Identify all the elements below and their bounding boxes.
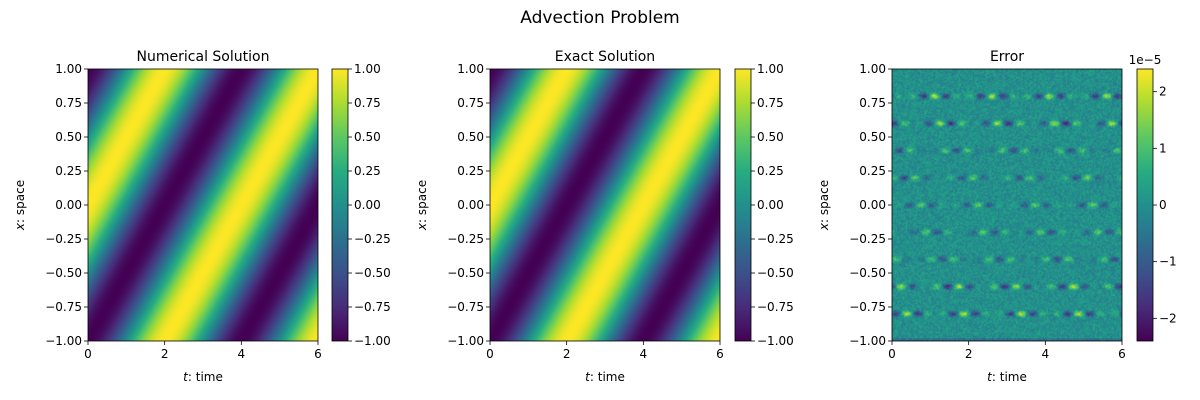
y-tick-label: 0.75 — [457, 96, 484, 110]
x-tick-label: 2 — [563, 347, 571, 361]
y-tick-label: 0.00 — [859, 198, 886, 212]
colorbar-tick-label: −0.50 — [354, 266, 391, 280]
colorbar-tick-label: 0.00 — [354, 198, 381, 212]
colorbar-tick-label: 1.00 — [354, 62, 381, 76]
figure-suptitle: Advection Problem — [520, 8, 679, 28]
colorbar-gradient — [1137, 69, 1153, 341]
colorbar-tick-label: −1 — [1159, 255, 1177, 269]
colorbar-tick-label: −0.25 — [354, 232, 391, 246]
colorbar-tick-label: 0.75 — [757, 96, 784, 110]
y-tick-label: 0.75 — [859, 96, 886, 110]
colorbar-tick-label: 0.00 — [757, 198, 784, 212]
colorbar-tick-label: −0.25 — [757, 232, 794, 246]
y-axis-text: : space — [817, 180, 831, 223]
colorbar-tick-label: 0.50 — [354, 130, 381, 144]
colorbar-tick-label: 0.50 — [757, 130, 784, 144]
colorbar-tick-label: −2 — [1159, 311, 1177, 325]
y-tick-label: −0.50 — [849, 266, 886, 280]
y-tick-label: 1.00 — [859, 62, 886, 76]
y-tick-label: −0.50 — [45, 266, 82, 280]
colorbar-tick-label: 0.25 — [757, 164, 784, 178]
y-tick-label: −1.00 — [447, 334, 484, 348]
y-tick-label: −1.00 — [849, 334, 886, 348]
y-axis-var: x — [13, 222, 27, 231]
y-axis-text: : space — [415, 180, 429, 223]
y-tick-label: 1.00 — [55, 62, 82, 76]
x-tick-label: 4 — [238, 347, 246, 361]
x-axis-var: t — [183, 370, 189, 384]
x-tick-label: 2 — [965, 347, 973, 361]
x-tick-label: 0 — [486, 347, 494, 361]
colorbar-tick-label: 1 — [1159, 141, 1167, 155]
x-axis-label: t: time — [585, 370, 625, 384]
colorbar-tick-label: −0.75 — [354, 300, 391, 314]
x-tick-label: 4 — [640, 347, 648, 361]
panel-title: Error — [990, 49, 1024, 65]
y-tick-label: 0.50 — [859, 130, 886, 144]
colorbar-tick-label: 0.25 — [354, 164, 381, 178]
colorbar-gradient — [735, 69, 751, 341]
y-tick-label: −0.75 — [849, 300, 886, 314]
colorbar: −1.00 −0.75 −0.50 −0.25 0.00 0.25 0.50 0.75 1.00 — [734, 62, 794, 348]
y-axis-label: x: space — [415, 180, 429, 231]
y-axis-text: : space — [13, 180, 27, 223]
y-axis-var: x — [415, 222, 429, 231]
x-tick-label: 0 — [888, 347, 896, 361]
colorbar: −2 −1 0 1 2 1e−5 — [1129, 53, 1177, 342]
colorbar-tick-label: 0.75 — [354, 96, 381, 110]
x-axis-text: : time — [992, 370, 1027, 384]
y-axis-label: x: space — [817, 180, 831, 231]
x-axis-var: t — [585, 370, 591, 384]
y-tick-label: 0.25 — [457, 164, 484, 178]
y-tick-label: −0.50 — [447, 266, 484, 280]
x-tick-label: 0 — [84, 347, 92, 361]
colorbar-tick-label: −1.00 — [757, 334, 794, 348]
y-tick-label: 0.50 — [457, 130, 484, 144]
panel-title: Numerical Solution — [137, 49, 270, 65]
panel-title: Exact Solution — [555, 49, 655, 65]
y-axis-var: x — [817, 222, 831, 231]
y-axis-label: x: space — [13, 180, 27, 231]
x-tick-label: 6 — [314, 347, 322, 361]
y-tick-label: 1.00 — [457, 62, 484, 76]
x-axis-label: t: time — [987, 370, 1027, 384]
y-tick-label: −1.00 — [45, 334, 82, 348]
y-tick-label: −0.25 — [447, 232, 484, 246]
colorbar-tick-label: 0 — [1159, 198, 1167, 212]
y-tick-label: 0.25 — [55, 164, 82, 178]
x-tick-label: 6 — [716, 347, 724, 361]
colorbar-tick-label: −0.50 — [757, 266, 794, 280]
y-tick-label: 0.50 — [55, 130, 82, 144]
colorbar-tick-label: −1.00 — [354, 334, 391, 348]
y-tick-label: −0.75 — [447, 300, 484, 314]
colorbar-offset-text: 1e−5 — [1129, 53, 1162, 67]
x-axis-var: t — [987, 370, 993, 384]
y-tick-label: 0.00 — [55, 198, 82, 212]
heatmap-image — [88, 69, 318, 341]
colorbar-tick-label: 1.00 — [757, 62, 784, 76]
x-tick-label: 6 — [1118, 347, 1126, 361]
y-tick-label: 0.25 — [859, 164, 886, 178]
y-tick-label: −0.75 — [45, 300, 82, 314]
x-axis-text: : time — [188, 370, 223, 384]
y-tick-label: −0.25 — [45, 232, 82, 246]
y-tick-label: −0.25 — [849, 232, 886, 246]
y-tick-label: 0.75 — [55, 96, 82, 110]
x-axis-label: t: time — [183, 370, 223, 384]
y-tick-label: 0.00 — [457, 198, 484, 212]
panel-2: Exact Solution 0 2 4 6 −1.00 −0.75 −0.50 −0.25 0.… — [415, 49, 794, 384]
colorbar: −1.00 −0.75 −0.50 −0.25 0.00 0.25 0.50 0.75 1.00 — [331, 62, 391, 348]
panel-3: Error 0 2 4 6 −1.00 −0.75 −0.50 −0.25 0.00 0.25 0.5… — [817, 49, 1177, 384]
panel-1: Numerical Solution 0 2 4 6 −1.00 −0.75 −0.50 −0.… — [13, 49, 391, 384]
heatmap-image — [892, 69, 1122, 341]
heatmap-image — [490, 69, 720, 341]
colorbar-gradient — [332, 69, 348, 341]
colorbar-tick-label: 2 — [1159, 85, 1167, 99]
x-axis-text: : time — [590, 370, 625, 384]
x-tick-label: 4 — [1042, 347, 1050, 361]
x-tick-label: 2 — [161, 347, 169, 361]
colorbar-tick-label: −0.75 — [757, 300, 794, 314]
